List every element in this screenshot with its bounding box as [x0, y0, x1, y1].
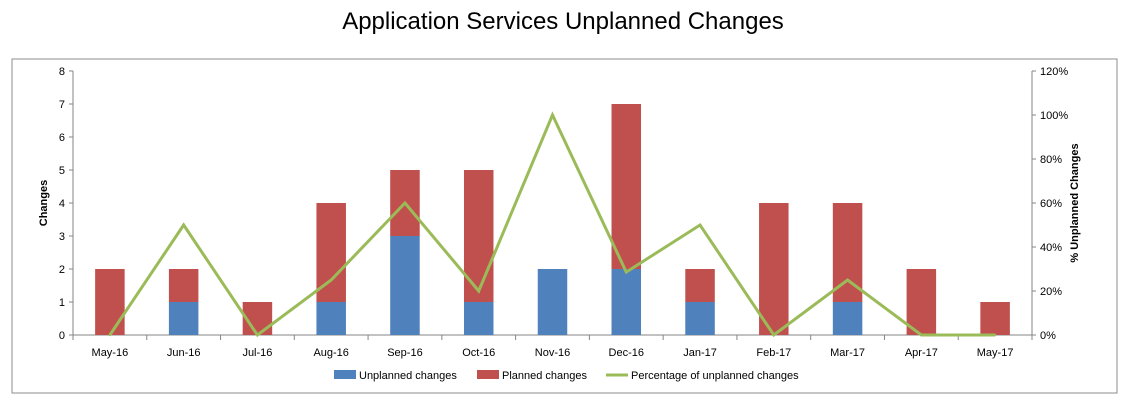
percentage-point: [108, 333, 112, 337]
percentage-point: [772, 333, 776, 337]
x-tick-label: Jul-16: [242, 347, 272, 359]
y2-tick-label: 40%: [1040, 242, 1062, 254]
unplanned-bar: [537, 269, 568, 335]
percentage-point: [920, 333, 923, 337]
unplanned-bar: [390, 236, 420, 335]
legend-label: Planned changes: [502, 370, 588, 382]
x-tick-label: Apr-17: [905, 347, 938, 359]
planned-bar: [95, 269, 125, 335]
legend-swatch: [334, 370, 356, 379]
planned-bar: [759, 203, 789, 335]
x-tick-label: Oct-16: [462, 347, 495, 359]
x-tick-label: Jan-17: [683, 347, 717, 359]
y-tick-label: 5: [59, 165, 65, 177]
unplanned-bar: [168, 302, 199, 335]
x-tick-label: Dec-16: [609, 347, 644, 359]
x-tick-label: Sep-16: [387, 347, 422, 359]
y2-tick-label: 120%: [1040, 66, 1068, 78]
y2-tick-label: 60%: [1040, 198, 1062, 210]
legend-swatch: [477, 370, 499, 379]
percentage-point: [625, 270, 628, 274]
percentage-point: [993, 333, 997, 337]
y2-tick-label: 80%: [1040, 154, 1062, 166]
chart-border: [11, 58, 1118, 394]
y2-tick-label: 100%: [1040, 110, 1068, 122]
y-tick-label: 4: [59, 198, 65, 210]
x-tick-label: May-16: [92, 347, 129, 359]
percentage-point: [256, 333, 259, 337]
percentage-point: [698, 223, 702, 227]
y-tick-label: 7: [59, 99, 65, 111]
x-tick-label: Feb-17: [756, 347, 791, 359]
y-tick-label: 2: [59, 264, 65, 276]
unplanned-bar: [832, 302, 863, 335]
planned-bar: [611, 104, 642, 269]
y2-axis-title: % Unplanned Changes: [1069, 143, 1081, 262]
percentage-point: [846, 278, 849, 282]
percentage-point: [403, 201, 407, 205]
legend-label: Unplanned changes: [359, 370, 457, 382]
y-tick-label: 8: [59, 66, 65, 78]
y2-tick-label: 20%: [1040, 286, 1062, 298]
y-tick-label: 3: [59, 231, 65, 243]
unplanned-bar: [611, 269, 642, 335]
x-tick-label: May-17: [977, 347, 1014, 359]
planned-bar: [980, 302, 1010, 335]
x-tick-label: Mar-17: [830, 347, 865, 359]
planned-bar: [906, 269, 937, 335]
legend-label: Percentage of unplanned changes: [631, 370, 799, 382]
percentage-point: [329, 278, 333, 282]
unplanned-bar: [685, 302, 715, 335]
x-tick-label: Nov-16: [535, 347, 570, 359]
unplanned-bar: [463, 302, 494, 335]
percentage-point: [477, 289, 480, 293]
planned-bar: [168, 269, 199, 302]
x-tick-label: Aug-16: [313, 347, 348, 359]
percentage-point: [551, 113, 554, 117]
y-tick-label: 6: [59, 132, 65, 144]
x-tick-label: Jun-16: [167, 347, 201, 359]
y-tick-label: 0: [59, 330, 65, 342]
planned-bar: [463, 170, 494, 302]
planned-bar: [685, 269, 715, 302]
y-axis-title: Changes: [38, 180, 50, 226]
percentage-point: [182, 223, 185, 227]
unplanned-bar: [316, 302, 346, 335]
y-tick-label: 1: [59, 297, 65, 309]
y2-tick-label: 0%: [1040, 330, 1056, 342]
chart-title: Application Services Unplanned Changes: [342, 8, 784, 35]
